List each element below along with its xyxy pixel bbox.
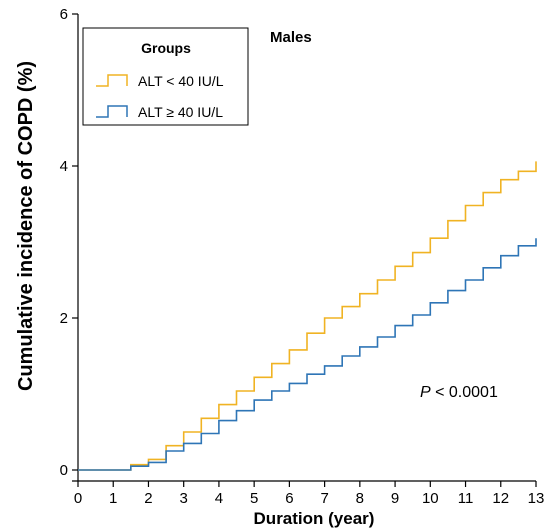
x-tick-label: 12	[492, 490, 509, 507]
p-value-annotation: P < 0.0001	[420, 384, 498, 401]
y-tick-label: 0	[60, 462, 68, 479]
y-tick-label: 2	[60, 310, 68, 327]
x-tick-label: 2	[144, 490, 152, 507]
y-tick-label: 4	[60, 158, 68, 175]
series-line-alt-under-40	[78, 161, 537, 471]
legend-label-alt-under-40: ALT < 40 IU/L	[138, 73, 224, 89]
x-tick-label: 5	[250, 490, 258, 507]
series-line-alt-40-plus	[78, 238, 537, 471]
p-value-symbol: P	[420, 384, 431, 401]
series-layer	[78, 161, 537, 471]
x-tick-label: 3	[180, 490, 188, 507]
x-tick-label: 13	[528, 490, 545, 507]
legend-label-alt-40-plus: ALT ≥ 40 IU/L	[138, 104, 223, 120]
x-tick-label: 8	[356, 490, 364, 507]
x-axis-title: Duration (year)	[254, 509, 375, 528]
x-tick-label: 6	[285, 490, 293, 507]
panel-label: Males	[270, 29, 312, 46]
x-tick-label: 1	[109, 490, 117, 507]
y-tick-label: 6	[60, 6, 68, 23]
y-axis-title: Cumulative incidence of COPD (%)	[15, 61, 37, 391]
x-tick-label: 9	[391, 490, 399, 507]
legend-swatch-alt-under-40	[96, 74, 128, 87]
x-tick-label: 10	[422, 490, 439, 507]
legend-swatch-alt-40-plus	[96, 105, 128, 118]
legend-box	[82, 27, 249, 126]
x-tick-label: 0	[74, 490, 82, 507]
x-tick-label: 7	[320, 490, 328, 507]
legend: Groups ALT < 40 IU/L ALT ≥ 40 IU/L	[82, 27, 249, 126]
x-tick-label: 4	[215, 490, 223, 507]
p-value-text: < 0.0001	[431, 384, 498, 401]
legend-title: Groups	[141, 40, 191, 56]
x-tick-label: 11	[458, 490, 474, 507]
